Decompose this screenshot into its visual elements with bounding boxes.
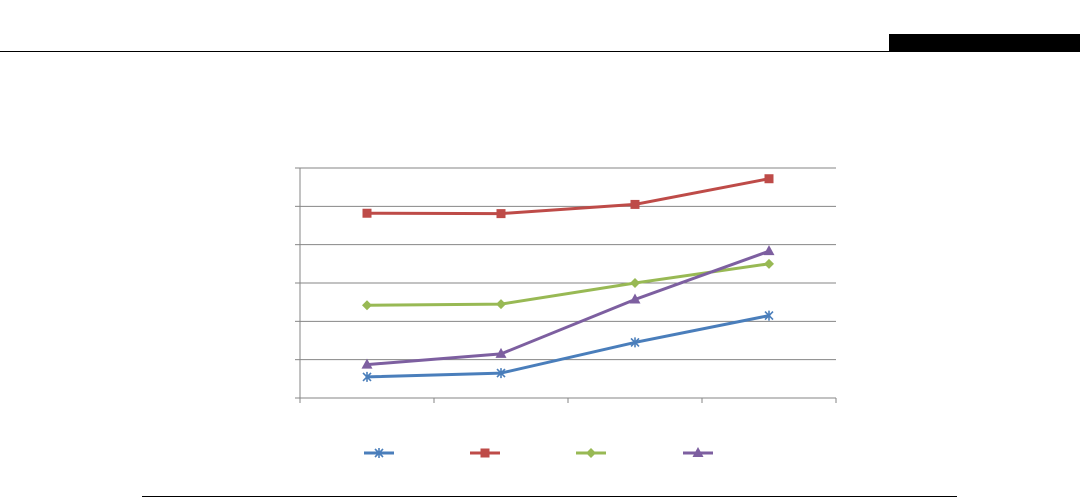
series-2-point-4 bbox=[765, 174, 774, 183]
series-4 bbox=[362, 245, 775, 368]
legend bbox=[364, 447, 713, 458]
series-4-line bbox=[367, 251, 769, 364]
footer-rule bbox=[142, 496, 957, 497]
legend-key-marker-2 bbox=[481, 449, 490, 458]
legend-key-marker-3 bbox=[586, 448, 596, 458]
legend-entry-3 bbox=[576, 448, 606, 458]
legend-entry-4 bbox=[683, 447, 713, 457]
legend-entry-1 bbox=[364, 448, 394, 458]
axes bbox=[295, 168, 836, 403]
series-4-point-4 bbox=[764, 245, 775, 255]
series-2-point-3 bbox=[631, 200, 640, 209]
series-1-line bbox=[367, 316, 769, 377]
series-3-point-1 bbox=[362, 300, 372, 310]
series-2 bbox=[363, 174, 774, 218]
series-group bbox=[362, 174, 775, 382]
series-3 bbox=[362, 259, 774, 310]
legend-entry-2 bbox=[470, 449, 500, 458]
series-2-point-1 bbox=[363, 209, 372, 218]
series-3-point-4 bbox=[764, 259, 774, 269]
series-3-point-2 bbox=[496, 299, 506, 309]
series-2-point-2 bbox=[497, 209, 506, 218]
series-2-line bbox=[367, 179, 769, 214]
series-3-point-3 bbox=[630, 278, 640, 288]
series-3-line bbox=[367, 264, 769, 305]
gridlines bbox=[300, 168, 836, 360]
